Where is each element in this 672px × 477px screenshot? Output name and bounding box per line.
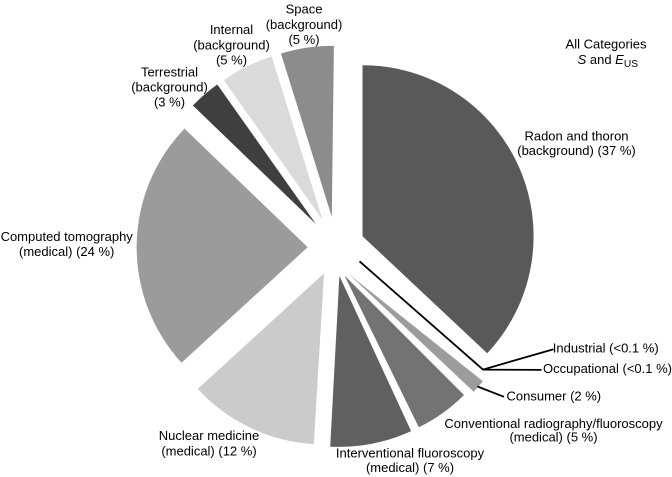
svg-text:(medical) (5 %): (medical) (5 %): [509, 430, 597, 445]
svg-text:(medical) (12 %): (medical) (12 %): [161, 443, 256, 458]
svg-text:(background): (background): [266, 17, 343, 32]
svg-text:(medical) (24 %): (medical) (24 %): [19, 244, 114, 259]
svg-text:(medical) (7 %): (medical) (7 %): [366, 460, 454, 475]
svg-text:Occupational (<0.1 %): Occupational (<0.1 %): [543, 361, 672, 376]
svg-text:Radon and thoron: Radon and thoron: [524, 129, 628, 144]
svg-text:(5 %): (5 %): [288, 32, 319, 47]
svg-text:(background): (background): [131, 80, 208, 95]
svg-text:Industrial (<0.1 %): Industrial (<0.1 %): [553, 340, 659, 355]
svg-text:(3 %): (3 %): [154, 94, 185, 109]
svg-text:Consumer (2 %): Consumer (2 %): [507, 389, 602, 404]
svg-text:Space: Space: [286, 1, 323, 16]
svg-text:Conventional radiography/fluor: Conventional radiography/fluoroscopy: [444, 416, 663, 431]
svg-text:Computed tomography: Computed tomography: [1, 229, 134, 244]
svg-text:(background): (background): [193, 37, 270, 52]
svg-text:S and EUS: S and EUS: [578, 52, 639, 70]
svg-text:Terrestrial: Terrestrial: [141, 64, 198, 79]
svg-text:Nuclear medicine: Nuclear medicine: [159, 428, 259, 443]
svg-text:(background) (37 %): (background) (37 %): [517, 143, 636, 158]
svg-text:(5 %): (5 %): [216, 52, 247, 67]
svg-text:Internal: Internal: [210, 22, 253, 37]
svg-text:Interventional fluoroscopy: Interventional fluoroscopy: [336, 446, 485, 461]
svg-text:All Categories: All Categories: [566, 36, 647, 51]
